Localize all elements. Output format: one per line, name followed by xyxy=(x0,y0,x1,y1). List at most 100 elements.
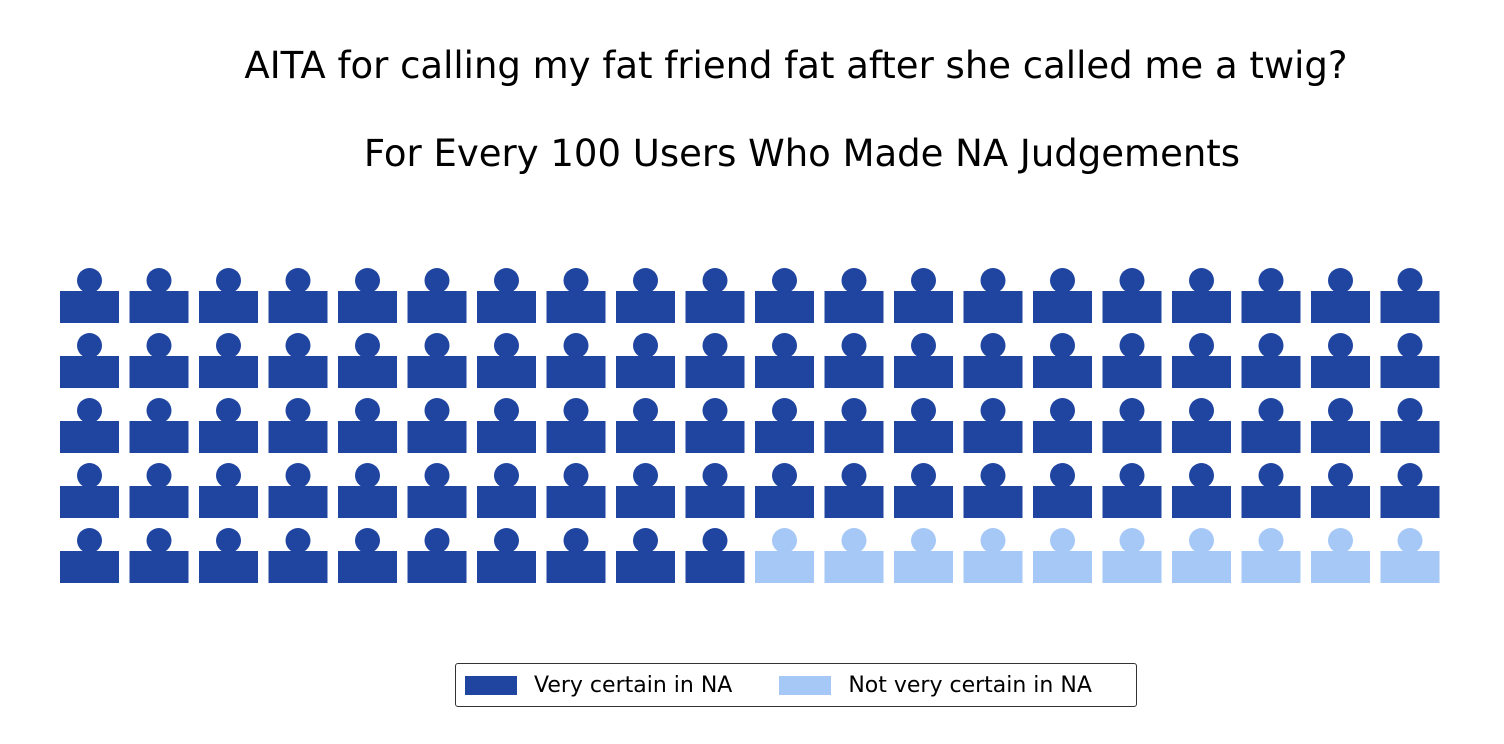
person-icon xyxy=(755,528,814,583)
person-head xyxy=(424,463,450,488)
person-body xyxy=(1102,551,1162,583)
person-head xyxy=(1258,463,1284,488)
person-head xyxy=(355,268,380,293)
person-head xyxy=(1050,333,1075,358)
person-body xyxy=(60,421,119,453)
person-body xyxy=(963,421,1023,453)
person-head xyxy=(1258,398,1284,423)
person-body xyxy=(407,421,467,453)
person-icon xyxy=(824,463,884,518)
person-icon xyxy=(199,463,258,518)
person-icon xyxy=(199,398,258,453)
person-icon xyxy=(60,398,119,453)
person-head xyxy=(980,398,1006,423)
person-icon xyxy=(1102,528,1162,583)
person-icon xyxy=(616,463,675,518)
person-icon xyxy=(894,528,953,583)
person-icon xyxy=(199,268,258,323)
person-body xyxy=(407,356,467,388)
legend-swatch-very-certain xyxy=(465,675,517,695)
person-head xyxy=(494,463,519,488)
person-body xyxy=(1033,291,1092,323)
person-body xyxy=(616,356,675,388)
person-head xyxy=(772,333,797,358)
person-icon xyxy=(1102,398,1162,453)
person-head xyxy=(563,398,589,423)
person-head xyxy=(1189,398,1214,423)
person-head xyxy=(77,463,102,488)
person-body xyxy=(407,291,467,323)
person-body xyxy=(338,356,397,388)
person-head xyxy=(494,398,519,423)
person-icon xyxy=(477,333,536,388)
person-icon xyxy=(824,333,884,388)
person-icon xyxy=(1172,528,1231,583)
person-head xyxy=(1258,268,1284,293)
person-body xyxy=(894,421,953,453)
person-icon xyxy=(1380,528,1440,583)
person-head xyxy=(424,398,450,423)
person-head xyxy=(1119,268,1145,293)
legend-label-very-certain: Very certain in NA xyxy=(534,672,733,698)
person-body xyxy=(268,356,328,388)
person-icon xyxy=(407,463,467,518)
person-body xyxy=(1241,486,1301,518)
person-head xyxy=(1189,463,1214,488)
person-head xyxy=(911,463,936,488)
person-icon xyxy=(1380,398,1440,453)
person-body xyxy=(755,486,814,518)
person-head xyxy=(702,463,728,488)
person-head xyxy=(633,333,658,358)
person-icon xyxy=(129,398,189,453)
person-icon xyxy=(477,463,536,518)
person-icon xyxy=(268,333,328,388)
person-body xyxy=(824,421,884,453)
person-icon xyxy=(268,398,328,453)
person-head xyxy=(355,528,380,553)
person-icon xyxy=(546,398,606,453)
person-body xyxy=(685,356,745,388)
person-head xyxy=(1189,528,1214,553)
person-body xyxy=(1102,291,1162,323)
person-head xyxy=(424,268,450,293)
person-icon xyxy=(1380,333,1440,388)
person-body xyxy=(1033,421,1092,453)
person-icon xyxy=(1311,463,1370,518)
person-icon xyxy=(824,398,884,453)
person-body xyxy=(616,551,675,583)
person-head xyxy=(772,528,797,553)
person-icon xyxy=(755,463,814,518)
person-body xyxy=(546,421,606,453)
person-head xyxy=(1328,268,1353,293)
person-icon xyxy=(338,333,397,388)
person-body xyxy=(199,421,258,453)
person-body xyxy=(894,486,953,518)
person-icon xyxy=(1241,528,1301,583)
person-body xyxy=(963,486,1023,518)
person-head xyxy=(285,528,311,553)
chart-subtitle: For Every 100 Users Who Made NA Judgemen… xyxy=(363,132,1241,175)
person-body xyxy=(1311,486,1370,518)
person-icon xyxy=(755,398,814,453)
person-body xyxy=(129,551,189,583)
person-head xyxy=(980,333,1006,358)
person-icon xyxy=(60,463,119,518)
person-head xyxy=(1189,268,1214,293)
person-head xyxy=(146,528,172,553)
person-icon xyxy=(824,528,884,583)
person-icon xyxy=(407,398,467,453)
person-body xyxy=(1311,551,1370,583)
person-head xyxy=(772,463,797,488)
person-body xyxy=(1172,421,1231,453)
person-head xyxy=(285,268,311,293)
person-head xyxy=(1397,528,1423,553)
person-icon xyxy=(755,333,814,388)
person-icon xyxy=(268,463,328,518)
person-body xyxy=(1241,551,1301,583)
person-body xyxy=(894,551,953,583)
person-body xyxy=(1380,356,1440,388)
person-head xyxy=(911,333,936,358)
person-icon xyxy=(129,463,189,518)
person-icon xyxy=(129,528,189,583)
person-body xyxy=(1102,356,1162,388)
